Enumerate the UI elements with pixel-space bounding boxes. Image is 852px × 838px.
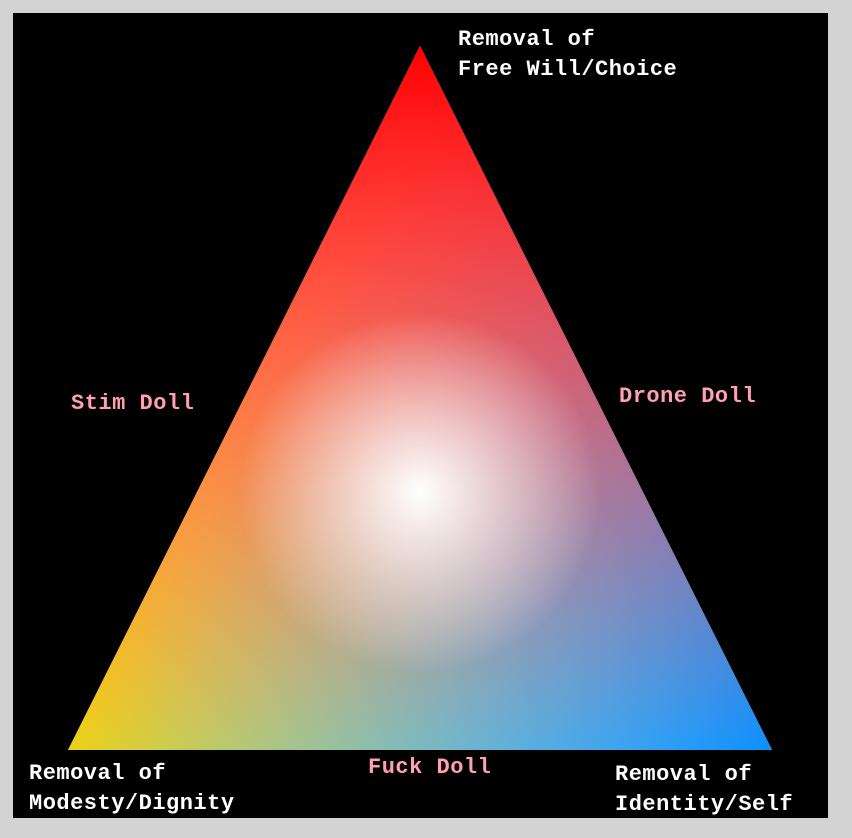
edge-label-bottom: Fuck Doll (368, 753, 491, 783)
vertex-label-bottom-right: Removal of Identity/Self (615, 760, 793, 818)
vertex-label-bottom-right-line1: Removal of (615, 762, 753, 787)
vertex-label-bottom-left: Removal of Modesty/Dignity (29, 759, 235, 818)
vertex-label-bottom-right-line2: Identity/Self (615, 792, 794, 817)
edge-label-right-text: Drone Doll (619, 384, 757, 409)
vertex-label-bottom-left-line2: Modesty/Dignity (29, 791, 235, 816)
vertex-label-top: Removal of Free Will/Choice (458, 25, 677, 85)
edge-label-bottom-text: Fuck Doll (368, 755, 492, 780)
vertex-label-top-line2: Free Will/Choice (458, 57, 678, 82)
vertex-label-bottom-left-line1: Removal of (29, 761, 167, 786)
color-triangle (68, 46, 772, 750)
vertex-label-top-line1: Removal of (458, 27, 596, 52)
edge-label-left-text: Stim Doll (71, 391, 195, 416)
diagram-canvas: Removal of Free Will/Choice Removal of M… (13, 13, 828, 818)
center-glow (68, 46, 772, 750)
edge-label-right: Drone Doll (619, 382, 756, 412)
edge-label-left: Stim Doll (71, 389, 194, 419)
